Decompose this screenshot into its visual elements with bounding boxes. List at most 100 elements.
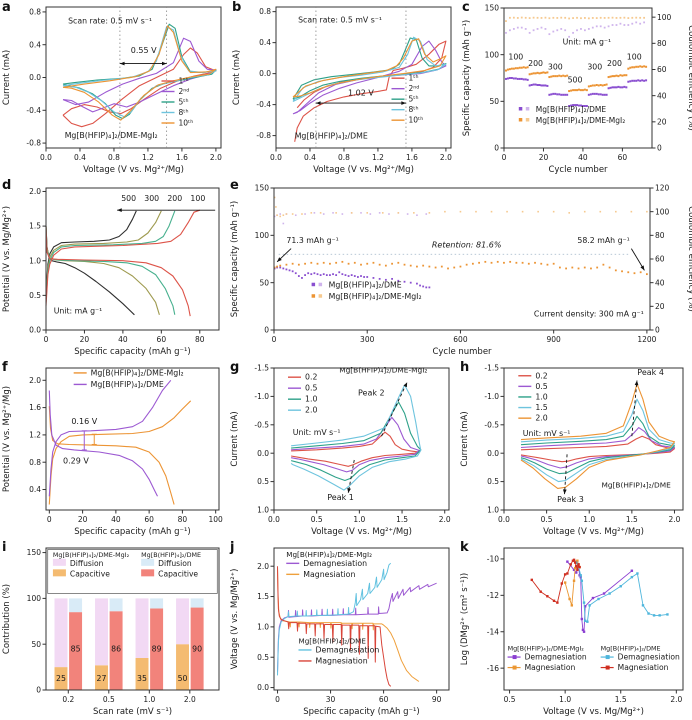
svg-text:200: 200 (528, 59, 543, 68)
svg-text:300: 300 (587, 63, 602, 72)
svg-text:2.0: 2.0 (440, 153, 452, 162)
svg-text:5ᵗʰ: 5ᵗʰ (409, 95, 419, 104)
svg-text:Unit: mV s⁻¹: Unit: mV s⁻¹ (293, 428, 341, 437)
svg-text:1.2: 1.2 (142, 153, 154, 162)
svg-text:600: 600 (453, 335, 468, 344)
svg-text:Diffusion: Diffusion (158, 559, 192, 568)
svg-text:Mg[B(HFIP)₄]₂/DME: Mg[B(HFIP)₄]₂/DME (91, 380, 164, 389)
svg-text:Magnesiation: Magnesiation (525, 663, 576, 672)
svg-text:100: 100 (485, 50, 500, 59)
svg-text:-1.0: -1.0 (484, 392, 499, 401)
panel-d-canvas: 0 20 40 60 80 0.0 0.5 1.0 1.5 2.0 Specific capacit… (0, 178, 228, 360)
svg-text:0.5: 0.5 (257, 653, 269, 662)
svg-text:Specific capacity (mAh g⁻¹): Specific capacity (mAh g⁻¹) (230, 201, 240, 317)
svg-text:1.5: 1.5 (615, 695, 627, 704)
panel-letter-k: k (460, 540, 469, 555)
panel-b-canvas: 0.0 0.4 0.8 1.2 1.6 2.0 -0.8 -0.4 0.0 0.4 0.8 Volta… (230, 0, 460, 178)
panel-d: d 0 20 40 60 80 0.0 0.5 1.0 1.5 2.0 Specific capac… (0, 178, 228, 360)
panel-f-canvas: 0 20 40 60 80 100 0.4 0.8 1.2 1.6 2.0 Specific capa… (0, 360, 228, 540)
svg-text:0: 0 (36, 686, 41, 695)
svg-text:50: 50 (259, 278, 269, 287)
svg-text:Potential (V vs. Mg/Mg²⁺): Potential (V vs. Mg/Mg²⁺) (2, 206, 12, 312)
svg-text:Mg[B(HFIP)₄]₂/DME-MgI₂: Mg[B(HFIP)₄]₂/DME-MgI₂ (53, 551, 130, 559)
svg-text:500: 500 (568, 76, 583, 85)
chart-d: 0 20 40 60 80 0.0 0.5 1.0 1.5 2.0 Specific capacit… (2, 187, 220, 357)
svg-text:40: 40 (118, 335, 128, 344)
svg-text:1.5: 1.5 (626, 515, 638, 524)
svg-text:Voltage (V vs. Mg²⁺/Mg): Voltage (V vs. Mg²⁺/Mg) (83, 165, 184, 175)
svg-text:50: 50 (31, 640, 41, 649)
svg-text:8ᵗʰ: 8ᵗʰ (179, 108, 189, 117)
panel-i: i 0.2 0.5 1.0 2.0 0 50 100 150 Scan rate (mV s⁻¹… (0, 540, 228, 720)
svg-text:60: 60 (618, 153, 628, 162)
svg-text:Current (mA): Current (mA) (460, 411, 470, 466)
svg-text:150: 150 (255, 184, 270, 193)
panel-j: j 0 30 60 90 0.0 0.5 1.0 1.5 2.0 Specific capacit… (228, 540, 458, 720)
svg-text:0.8: 0.8 (108, 153, 120, 162)
svg-text:Voltage (V vs. Mg²⁺/Mg): Voltage (V vs. Mg²⁺/Mg) (313, 165, 414, 175)
svg-text:85: 85 (71, 645, 81, 654)
svg-text:-0.8: -0.8 (256, 131, 271, 140)
panel-letter-c: c (462, 0, 470, 15)
svg-text:1.6: 1.6 (29, 403, 41, 412)
panel-letter-f: f (2, 360, 8, 375)
svg-text:Specific capacity (mAh g⁻¹): Specific capacity (mAh g⁻¹) (462, 20, 472, 136)
svg-text:80: 80 (195, 335, 205, 344)
panel-letter-a: a (2, 0, 11, 15)
svg-text:Retention: 81.6%: Retention: 81.6% (432, 241, 502, 250)
svg-text:0.0: 0.0 (40, 153, 52, 162)
svg-text:Unit: mA g⁻¹: Unit: mA g⁻¹ (54, 306, 103, 315)
svg-text:1.0: 1.0 (583, 515, 595, 524)
panel-h: h 0.0 0.5 1.0 1.5 2.0 -1.5 -1.0 -0.5 0.0 0.5 1.0 Vo… (458, 360, 692, 540)
svg-text:0.55 V: 0.55 V (131, 46, 157, 55)
svg-text:Peak 3: Peak 3 (557, 495, 584, 504)
svg-text:1.0: 1.0 (257, 506, 269, 515)
svg-text:2.0: 2.0 (257, 562, 269, 571)
svg-text:150: 150 (27, 548, 42, 557)
chart-g: 0.0 0.5 1.0 1.5 2.0 -1.5 -1.0 -0.5 0.0 0.5 1.0 Volt… (230, 364, 451, 537)
svg-text:0: 0 (44, 335, 49, 344)
panel-letter-b: b (232, 0, 242, 15)
svg-text:2.0: 2.0 (669, 515, 681, 524)
svg-text:40: 40 (111, 515, 121, 524)
svg-text:40: 40 (657, 91, 667, 100)
svg-text:0: 0 (655, 326, 660, 335)
svg-text:Magnesiation: Magnesiation (303, 570, 355, 579)
svg-text:200: 200 (167, 194, 182, 203)
svg-text:0.0: 0.0 (270, 153, 282, 162)
chart-c: 0 20 40 60 0 50 100 150 0 20 40 60 80 100 Cycle number… (462, 4, 692, 175)
svg-text:0.2: 0.2 (535, 371, 547, 380)
svg-text:1.5: 1.5 (257, 592, 269, 601)
svg-text:0: 0 (264, 326, 269, 335)
svg-text:100: 100 (190, 194, 205, 203)
svg-text:20: 20 (655, 302, 665, 311)
panel-h-canvas: 0.0 0.5 1.0 1.5 2.0 -1.5 -1.0 -0.5 0.0 0.5 1.0 Volt… (458, 360, 692, 540)
svg-text:Scan rate (mV s⁻¹): Scan rate (mV s⁻¹) (93, 707, 172, 717)
svg-text:0.2: 0.2 (62, 695, 74, 704)
chart-i: 0.2 0.5 1.0 2.0 0 50 100 150 Scan rate (mV s⁻¹) C… (2, 547, 220, 717)
svg-text:89: 89 (152, 645, 162, 654)
svg-text:Log (DMg²⁺ (cm² s⁻¹)): Log (DMg²⁺ (cm² s⁻¹)) (460, 573, 470, 665)
svg-text:100: 100 (627, 52, 642, 61)
svg-text:900: 900 (547, 335, 562, 344)
svg-text:0.5: 0.5 (504, 695, 516, 704)
panel-letter-h: h (460, 360, 470, 375)
svg-text:Voltage (V vs. Mg²⁺/Mg): Voltage (V vs. Mg²⁺/Mg) (543, 527, 644, 537)
svg-text:-0.4: -0.4 (256, 100, 271, 109)
svg-text:60: 60 (157, 335, 167, 344)
panel-b: b 0.0 0.4 0.8 1.2 1.6 2.0 -0.8 -0.4 0.0 0.4 0.8 Vol… (230, 0, 460, 178)
svg-text:-16: -16 (487, 664, 499, 673)
svg-text:Mg[B(HFIP)₄]₂/DME: Mg[B(HFIP)₄]₂/DME (299, 636, 367, 645)
svg-text:2.0: 2.0 (439, 515, 451, 524)
svg-text:100: 100 (508, 52, 523, 61)
svg-text:Unit: mA g⁻¹: Unit: mA g⁻¹ (563, 37, 612, 46)
panel-g-canvas: 0.0 0.5 1.0 1.5 2.0 -1.5 -1.0 -0.5 0.0 0.5 1.0 Volt… (228, 360, 458, 540)
panel-letter-e: e (230, 178, 239, 193)
svg-text:Cycle number: Cycle number (432, 347, 492, 357)
svg-text:100: 100 (209, 515, 224, 524)
svg-text:Mg[B(HFIP)₄]₂/DME: Mg[B(HFIP)₄]₂/DME (295, 132, 368, 141)
svg-text:0.4: 0.4 (29, 40, 41, 49)
svg-text:300: 300 (144, 194, 159, 203)
svg-text:1ᵗʰ: 1ᵗʰ (409, 74, 419, 83)
